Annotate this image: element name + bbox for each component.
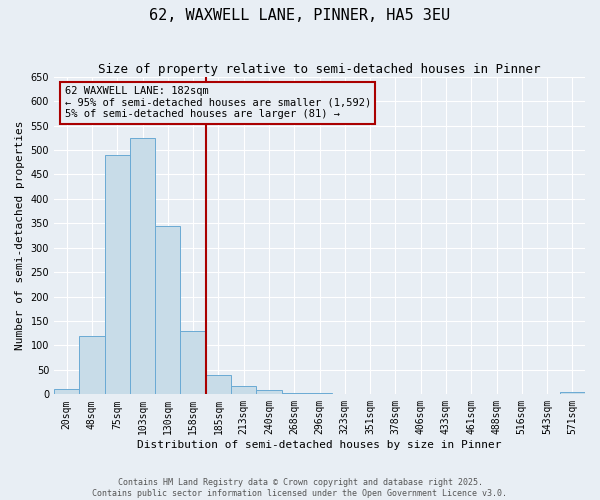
Bar	[155, 226, 181, 394]
Bar	[231, 386, 256, 394]
Bar	[79, 336, 104, 394]
Bar	[130, 138, 155, 394]
Title: Size of property relative to semi-detached houses in Pinner: Size of property relative to semi-detach…	[98, 62, 541, 76]
Bar	[181, 331, 206, 394]
Y-axis label: Number of semi-detached properties: Number of semi-detached properties	[15, 120, 25, 350]
Bar	[54, 390, 79, 394]
Text: 62 WAXWELL LANE: 182sqm
← 95% of semi-detached houses are smaller (1,592)
5% of : 62 WAXWELL LANE: 182sqm ← 95% of semi-de…	[65, 86, 371, 120]
Text: Contains HM Land Registry data © Crown copyright and database right 2025.
Contai: Contains HM Land Registry data © Crown c…	[92, 478, 508, 498]
Bar	[281, 393, 307, 394]
Bar	[104, 155, 130, 394]
Bar	[256, 390, 281, 394]
Text: 62, WAXWELL LANE, PINNER, HA5 3EU: 62, WAXWELL LANE, PINNER, HA5 3EU	[149, 8, 451, 22]
X-axis label: Distribution of semi-detached houses by size in Pinner: Distribution of semi-detached houses by …	[137, 440, 502, 450]
Bar	[206, 375, 231, 394]
Bar	[560, 392, 585, 394]
